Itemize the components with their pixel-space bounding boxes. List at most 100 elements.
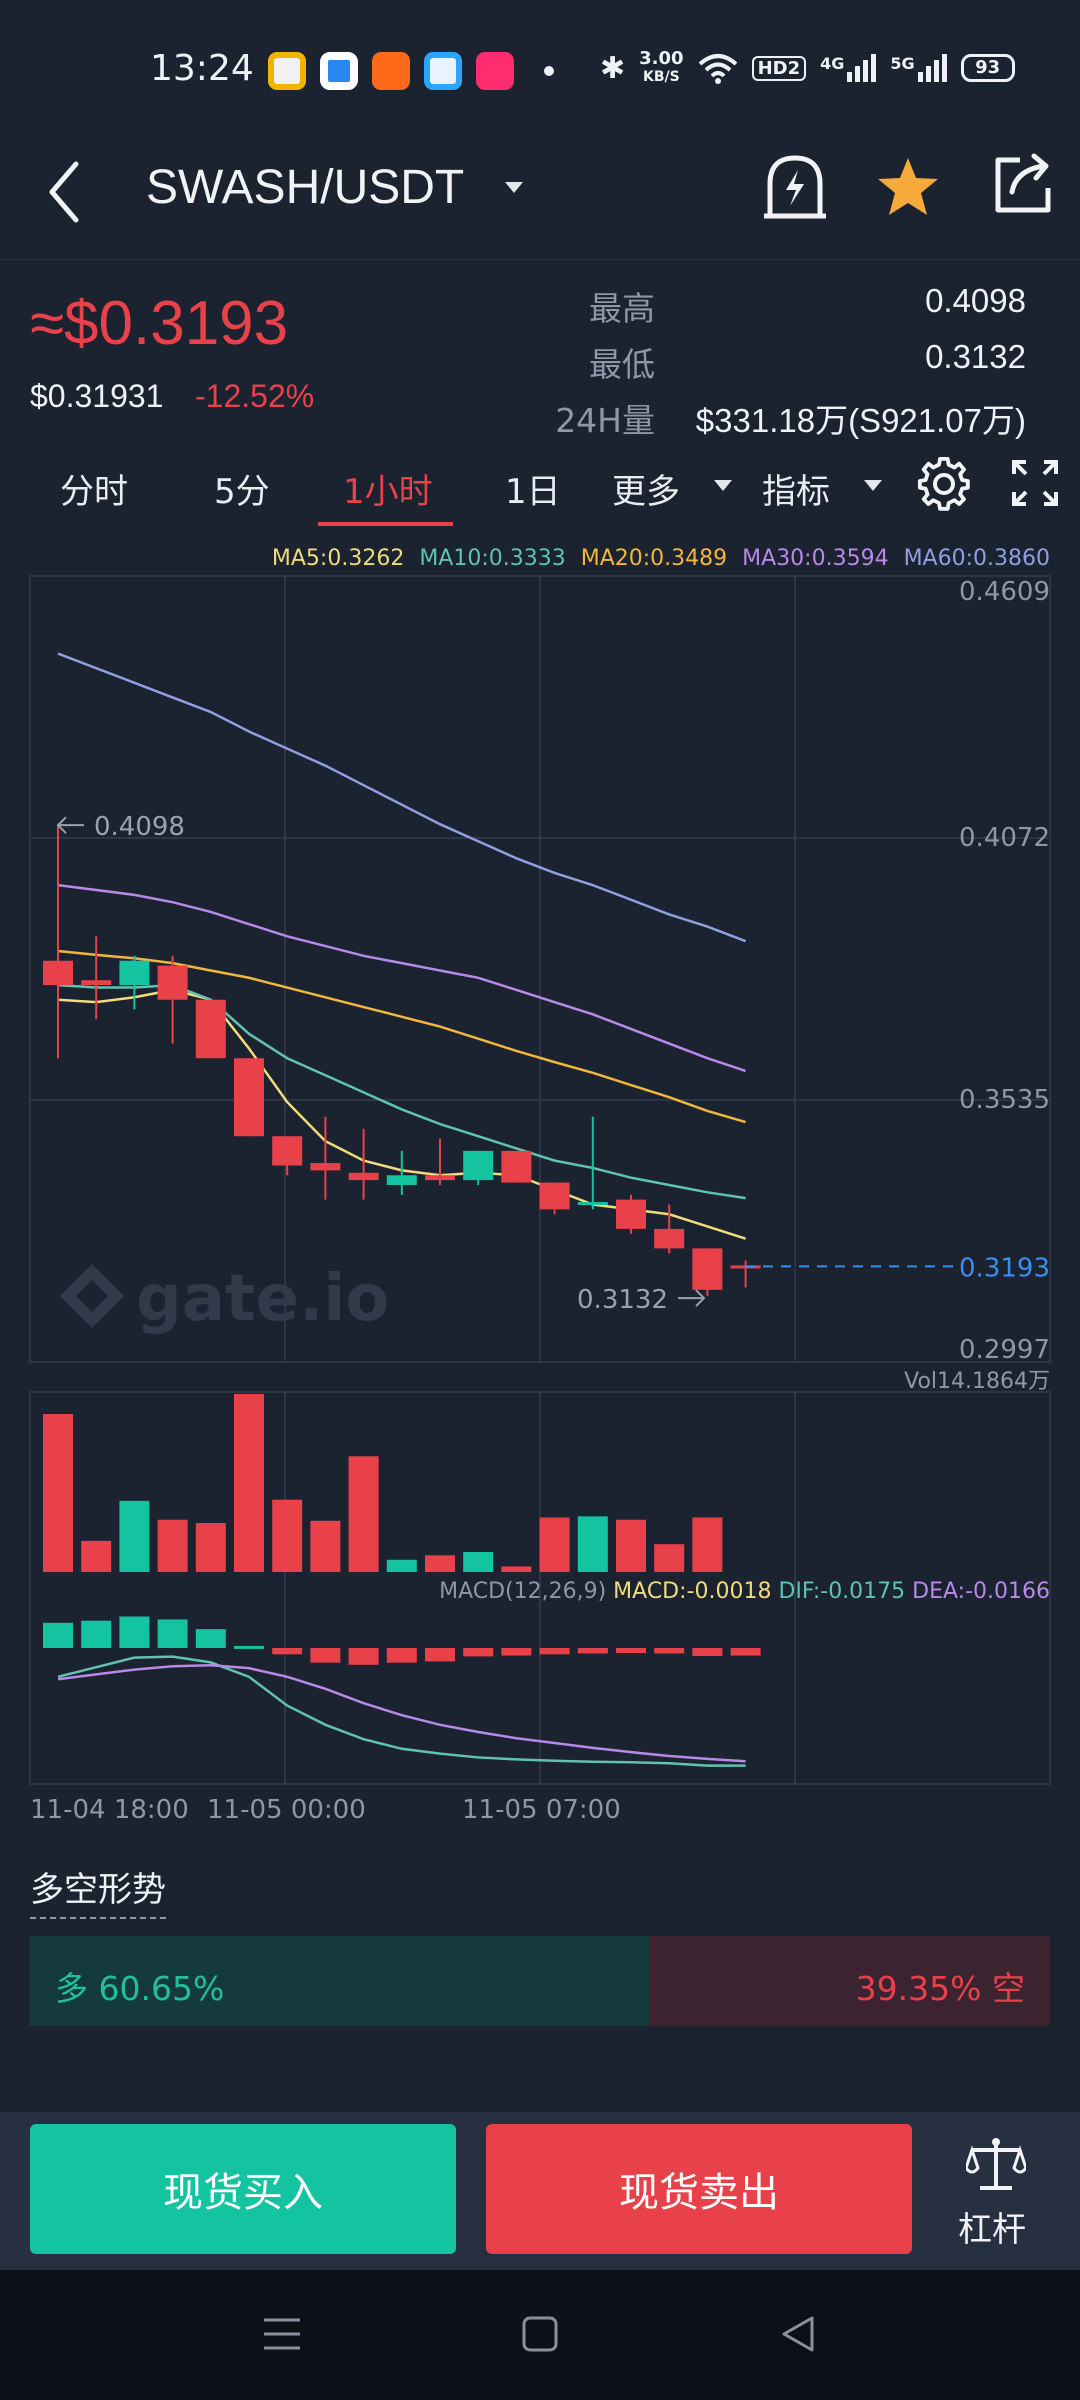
volume-bar [654,1544,685,1572]
macd-histogram-bar [616,1648,646,1654]
volume-bar [463,1551,494,1572]
macd-legend-item: DEA:-0.0166 [905,1579,1050,1604]
macd-histogram-bar [577,1648,608,1654]
macd-histogram-bar [348,1648,379,1665]
24h-volume-label: 24H量 [555,401,655,440]
candle-body [157,965,188,1000]
ma60-value: MA60:0.3860 [903,546,1050,571]
macd-histogram-bar [43,1622,73,1648]
last-price: ≈$0.3193 [30,289,289,358]
candle-body [577,1202,608,1206]
macd-legend-item: DIF:-0.0175 [771,1579,905,1604]
net-speed: 3.00 KB/S [639,50,683,86]
candle-body [43,960,73,986]
low-marker-arrow [678,1289,706,1307]
x-axis-label: 11-05 00:00 [207,1795,366,1820]
gate-logo-icon [60,1264,124,1328]
home-square-icon[interactable] [520,2314,560,2354]
candle-body [348,1172,379,1181]
sentiment-short-text: 39.35% 空 [855,1969,1025,2008]
candle-body [463,1150,494,1181]
hd-badge: HD2 [751,55,807,81]
signal-5g-label: 5G [890,54,915,73]
low-marker-label: 0.3132 [577,1285,668,1315]
pair-title[interactable]: SWASH/USDT [146,161,465,214]
leverage-label[interactable]: 杠杆 [958,2210,1026,2250]
volume-bar [539,1517,570,1572]
chevron-down-icon[interactable] [505,182,523,193]
battery-indicator: 93 [960,54,1015,82]
indicators-chevron-down-icon[interactable] [864,480,882,491]
ma-line-ma30 [57,883,746,1073]
macd-histogram-bar [81,1620,112,1648]
macd-dea-line [57,1664,746,1763]
volume-bar [157,1519,188,1572]
candle-body [501,1150,532,1183]
spot-sell-button[interactable]: 现货卖出 [486,2124,912,2254]
settings-gear-icon[interactable] [916,456,972,512]
candle-body [272,1136,303,1166]
macd-histogram-bar [234,1645,264,1649]
tab-5min[interactable]: 5分 [214,472,270,512]
leverage-scale-icon[interactable] [966,2136,1026,2192]
volume-bar [310,1520,341,1572]
spot-buy-button[interactable]: 现货买入 [30,2124,456,2254]
notification-icons [268,52,554,90]
macd-histogram-bar [539,1648,570,1655]
volume-bar [425,1555,455,1572]
volume-bar [577,1516,608,1572]
bluetooth-icon: ✱ [600,50,626,86]
tab-timeline[interactable]: 分时 [60,472,128,512]
net-speed-unit: KB/S [642,69,680,85]
candle-body [119,960,150,986]
candle-body [616,1199,646,1229]
macd-legend-item: MACD(12,26,9) [439,1579,606,1604]
more-notifications-icon [544,66,554,76]
candle-body [386,1175,417,1186]
macd-histogram-bar [386,1648,417,1663]
trade-action-bar: 现货买入 现货卖出 杠杆 [0,2112,1080,2270]
tab-1hour[interactable]: 1小时 [343,472,433,512]
y-axis-label: 0.2997 [959,1335,1050,1365]
volume-bar [43,1414,73,1572]
macd-histogram-bar [310,1648,341,1663]
menu-icon[interactable] [262,2314,302,2354]
macd-histogram-bar [654,1648,685,1654]
ma5-value: MA5:0.3262 [271,546,405,571]
tab-more[interactable]: 更多 [612,472,680,512]
volume-bar [348,1456,379,1572]
macd-legend: MACD(12,26,9) MACD:-0.0018 DIF:-0.0175 D… [439,1579,1050,1604]
volume-bar [119,1500,150,1572]
wifi-icon [698,54,737,84]
candle-body [234,1058,264,1137]
volume-bar [234,1394,264,1572]
kline-chart[interactable]: gate.io 0.4609 0.4072 0.3535 0.2997 0.3193 0.… [0,0,1080,1820]
pair-header: SWASH/USDT [0,130,1080,260]
candle-body [692,1248,723,1290]
fullscreen-icon[interactable] [1012,460,1058,506]
watermark-text: gate.io [136,1262,389,1336]
app-notification-icon [320,52,358,90]
share-icon[interactable] [990,152,1056,218]
ma-line-ma60 [57,652,747,943]
sentiment-title[interactable]: 多空形势 [30,1862,166,1919]
high-value: 0.4098 [925,282,1026,319]
star-favorite-icon[interactable] [876,156,940,218]
back-triangle-icon[interactable] [778,2314,818,2354]
high-label: 最高 [589,289,655,328]
price-alert-icon[interactable] [760,152,830,224]
volume-bar [501,1566,532,1572]
y-axis-label: 0.4072 [959,823,1050,853]
candle-body [654,1228,685,1249]
system-nav-bar [0,2270,1080,2400]
status-indicators: ✱ 3.00 KB/S HD2 4G 5G 93 [600,50,1015,86]
more-chevron-down-icon[interactable] [714,480,732,491]
app-notification-icon [372,52,410,90]
ma10-value: MA10:0.3333 [419,546,566,571]
signal-4g-label: 4G [820,54,845,73]
back-arrow-icon[interactable] [44,160,84,224]
macd-histogram-bar [272,1648,303,1655]
tab-1day[interactable]: 1日 [505,472,561,512]
tab-indicators[interactable]: 指标 [762,472,830,512]
high-marker-arrow [56,816,84,834]
